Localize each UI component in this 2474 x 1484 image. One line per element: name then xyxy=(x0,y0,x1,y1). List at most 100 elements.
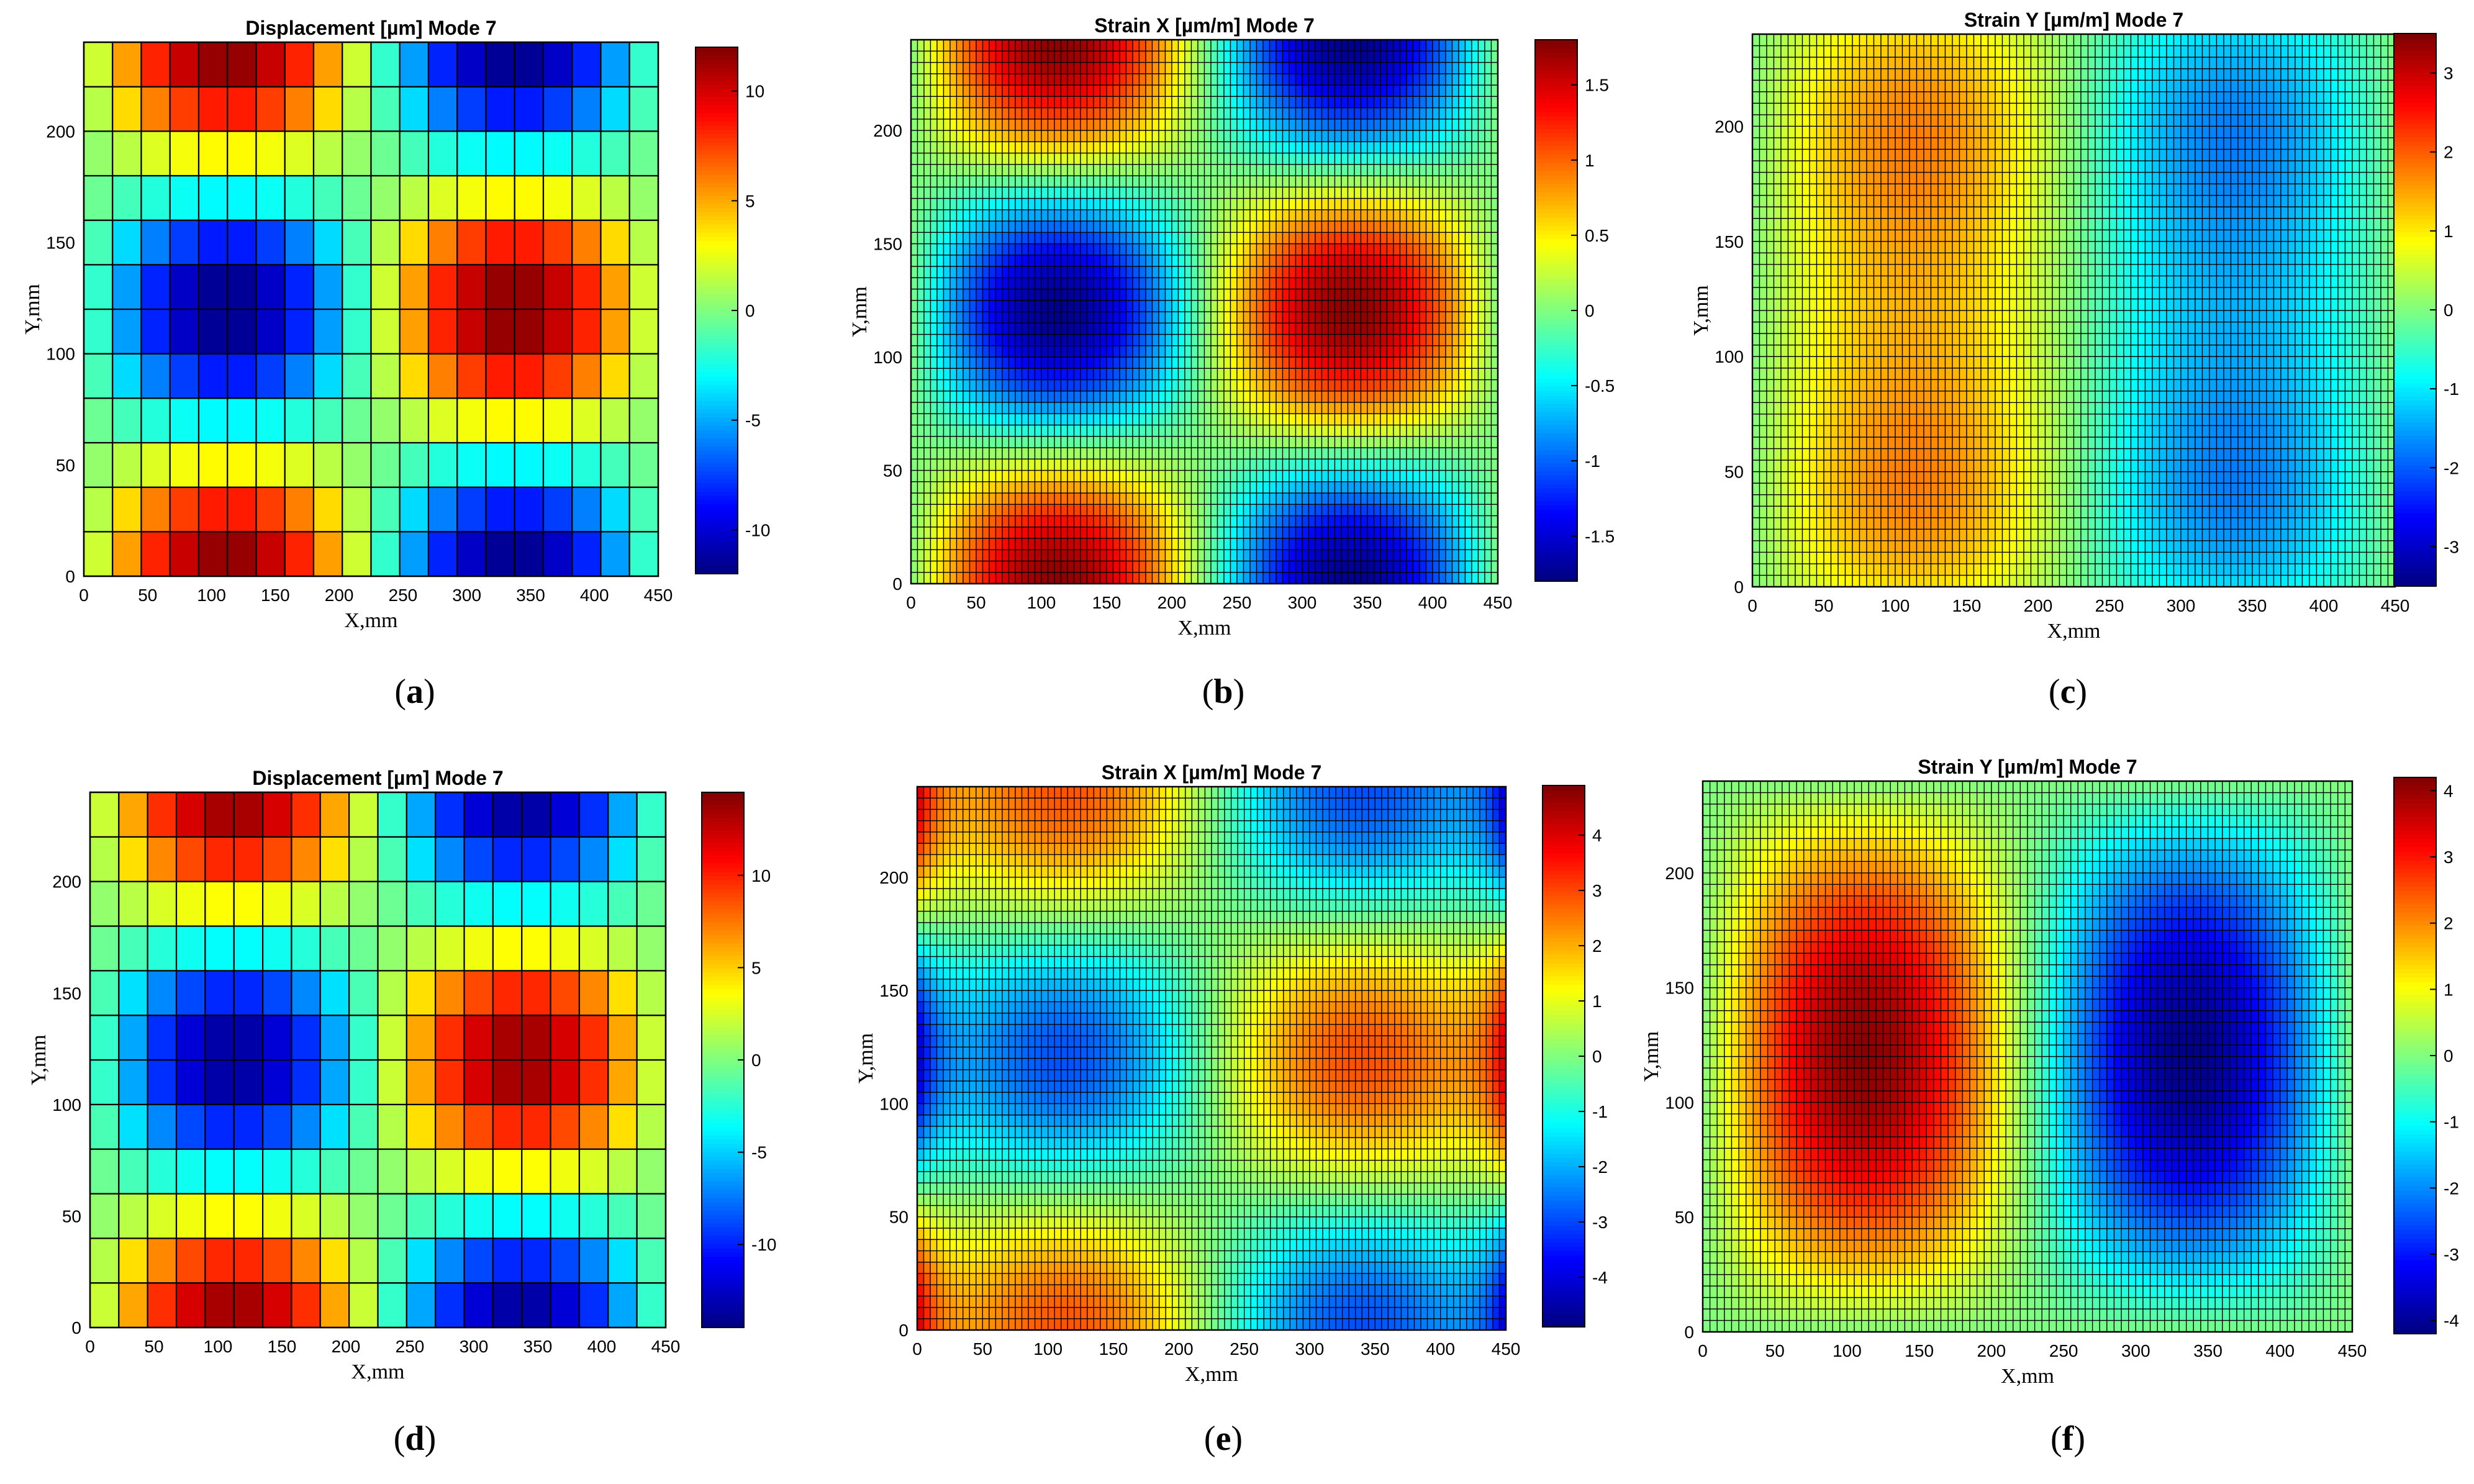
heatmap-cell xyxy=(1008,186,1016,199)
heatmap-cell xyxy=(1490,391,1498,403)
heatmap-cell xyxy=(1008,345,1016,358)
heatmap-cell xyxy=(628,441,659,488)
heatmap-cell xyxy=(1171,333,1179,346)
heatmap-cell xyxy=(1132,288,1140,301)
heatmap-cell xyxy=(1015,141,1023,154)
heatmap-cell xyxy=(1347,141,1355,154)
heatmap-cell xyxy=(1047,107,1055,120)
heatmap-cell xyxy=(1249,288,1257,301)
heatmap-cell xyxy=(1021,152,1029,165)
heatmap-cell xyxy=(1093,152,1101,165)
heatmap-cell xyxy=(1419,288,1427,301)
colorbar-segment xyxy=(1535,86,1577,91)
heatmap-cell xyxy=(112,531,142,577)
colorbar-segment xyxy=(1535,335,1577,341)
colorbar-segment xyxy=(1535,132,1577,138)
colorbar-segment xyxy=(696,51,738,56)
heatmap-cell xyxy=(514,130,545,177)
heatmap-cell xyxy=(1256,413,1264,426)
heatmap-cell xyxy=(910,549,918,562)
heatmap-cell xyxy=(1295,391,1303,403)
heatmap-cell xyxy=(1086,424,1094,437)
heatmap-cell xyxy=(1164,152,1172,165)
heatmap-cell xyxy=(1249,538,1257,550)
heatmap-cell xyxy=(1171,300,1179,312)
heatmap-cell xyxy=(1276,538,1284,550)
heatmap-cell xyxy=(370,264,401,310)
heatmap-cell xyxy=(995,119,1003,131)
heatmap-cell xyxy=(1060,164,1068,176)
heatmap-cell xyxy=(943,220,951,233)
heatmap-cell xyxy=(1249,255,1257,267)
heatmap-cell xyxy=(1028,107,1036,120)
heatmap-cell xyxy=(1302,458,1310,471)
heatmap-cell xyxy=(542,486,573,533)
heatmap-cell xyxy=(1354,220,1362,233)
heatmap-cell xyxy=(628,353,659,399)
heatmap-cell xyxy=(1438,436,1446,448)
heatmap-cell xyxy=(1132,345,1140,358)
heatmap-cell xyxy=(1223,220,1231,233)
heatmap-cell xyxy=(1138,527,1146,539)
heatmap-cell xyxy=(1393,572,1401,584)
colorbar-segment xyxy=(1535,230,1577,235)
heatmap-cell xyxy=(1282,197,1290,210)
x-tick-label: 300 xyxy=(452,586,481,605)
heatmap-cell xyxy=(930,175,938,188)
heatmap-cell xyxy=(485,353,515,399)
heatmap-cell xyxy=(427,174,458,221)
heatmap-cell xyxy=(1367,549,1375,562)
heatmap-cell xyxy=(1047,277,1055,290)
heatmap-cell xyxy=(1034,549,1042,562)
heatmap-cell xyxy=(1302,402,1310,414)
heatmap-cell xyxy=(1015,469,1023,482)
heatmap-cell xyxy=(628,531,659,577)
heatmap-cell xyxy=(1021,424,1029,437)
heatmap-cell xyxy=(1256,515,1264,528)
colorbar-segment xyxy=(1535,73,1577,78)
colorbar-segment xyxy=(1535,48,1577,53)
heatmap-cell xyxy=(1008,119,1016,131)
heatmap-cell xyxy=(1151,255,1159,267)
heatmap-cell xyxy=(1106,345,1114,358)
heatmap-cell xyxy=(930,197,938,210)
heatmap-cell xyxy=(1249,322,1257,335)
heatmap-cell xyxy=(949,572,958,584)
heatmap-cell xyxy=(1289,175,1297,188)
heatmap-cell xyxy=(923,175,931,188)
heatmap-cell xyxy=(1360,84,1368,97)
heatmap-cell xyxy=(1308,402,1316,414)
heatmap-cell xyxy=(1145,458,1153,471)
heatmap-cell xyxy=(976,84,984,97)
heatmap-cell xyxy=(1289,84,1297,97)
heatmap-cell xyxy=(1873,563,1882,576)
heatmap-cell xyxy=(1801,563,1810,576)
heatmap-cell xyxy=(1282,107,1290,120)
heatmap-cell xyxy=(910,345,918,358)
heatmap-cell xyxy=(1158,379,1166,392)
heatmap-cell xyxy=(910,413,918,426)
heatmap-cell xyxy=(1477,255,1485,267)
heatmap-cell xyxy=(1119,413,1127,426)
heatmap-cell xyxy=(1419,152,1427,165)
heatmap-cell xyxy=(1282,436,1290,448)
heatmap-cell xyxy=(956,141,964,154)
heatmap-cell xyxy=(963,458,971,471)
heatmap-cell xyxy=(1451,119,1459,131)
heatmap-cell xyxy=(1158,469,1166,482)
heatmap-cell xyxy=(1380,61,1388,75)
heatmap-cell xyxy=(1080,413,1088,426)
heatmap-cell xyxy=(1289,197,1297,210)
heatmap-cell xyxy=(1047,164,1055,176)
heatmap-cell xyxy=(1015,379,1023,392)
colorbar-segment xyxy=(1535,129,1577,133)
heatmap-cell xyxy=(1015,164,1023,176)
heatmap-cell xyxy=(1223,164,1231,176)
heatmap-cell xyxy=(1190,197,1198,210)
heatmap-cell xyxy=(1262,96,1271,109)
heatmap-cell xyxy=(1008,379,1016,392)
heatmap-cell xyxy=(1445,277,1453,290)
heatmap-cell xyxy=(1334,447,1342,459)
heatmap-cell xyxy=(1484,164,1492,176)
heatmap-cell xyxy=(1373,424,1381,437)
